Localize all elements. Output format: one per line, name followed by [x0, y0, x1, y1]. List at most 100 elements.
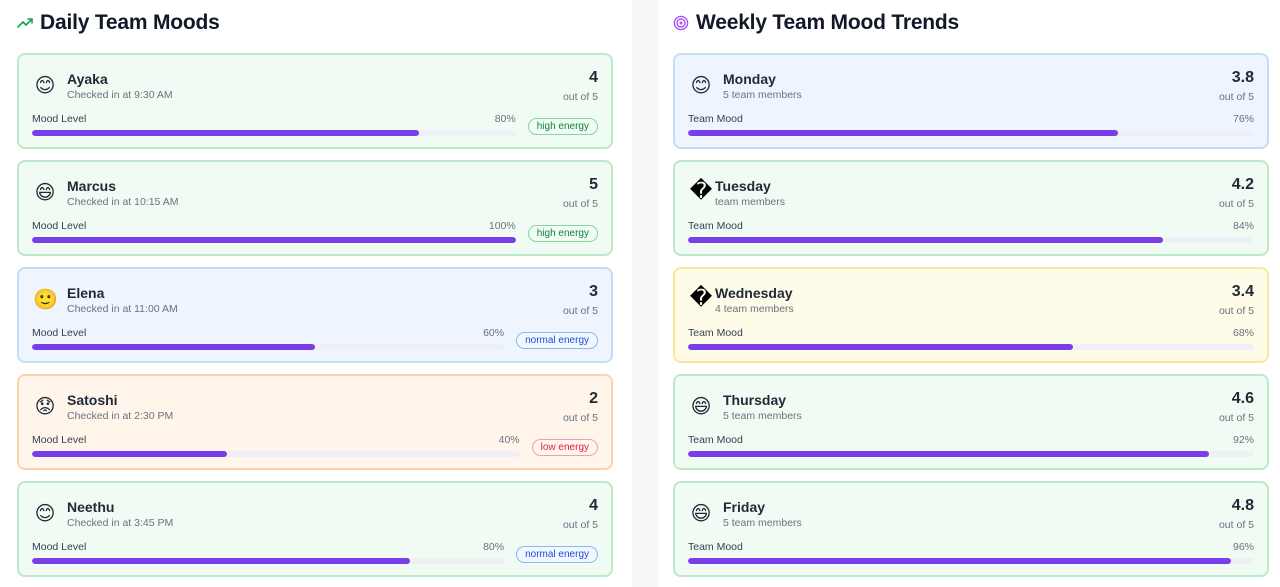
- team-mood-label: Team Mood: [688, 220, 743, 232]
- mood-level-label: Mood Level: [32, 113, 87, 125]
- score-scale: out of 5: [1218, 519, 1254, 531]
- member-mood-card[interactable]: 😊 Neethu Checked in at 3:45 PM 4 out of …: [17, 481, 613, 577]
- mood-emoji-icon: 😄: [34, 182, 56, 204]
- mood-emoji-icon: 😄: [690, 503, 712, 525]
- mood-progress-fill: [688, 130, 1119, 136]
- member-name: Ayaka: [67, 71, 108, 87]
- checkin-time: Checked in at 2:30 PM: [67, 410, 174, 422]
- team-mood-label: Team Mood: [688, 327, 743, 339]
- mood-progress-fill: [688, 344, 1073, 350]
- mood-score: 4: [589, 497, 598, 514]
- column-divider: [632, 0, 658, 587]
- mood-progress-fill: [32, 558, 410, 564]
- member-mood-card[interactable]: 🙂 Elena Checked in at 11:00 AM 3 out of …: [17, 267, 613, 363]
- day-name: Tuesday: [715, 178, 771, 194]
- mood-progress-fill: [688, 451, 1209, 457]
- mood-level-label: Mood Level: [32, 434, 87, 446]
- score-scale: out of 5: [562, 412, 598, 424]
- member-mood-card[interactable]: 😊 Ayaka Checked in at 9:30 AM 4 out of 5…: [17, 53, 613, 149]
- score-scale: out of 5: [562, 519, 598, 531]
- mood-progress-fill: [688, 237, 1164, 243]
- checkin-time: Checked in at 3:45 PM: [67, 517, 174, 529]
- mood-percent: 96%: [1232, 541, 1254, 553]
- mood-percent: 80%: [494, 113, 516, 125]
- weekly-trend-list: 😊 Monday 5 team members 3.8 out of 5 Tea…: [673, 53, 1269, 577]
- score-scale: out of 5: [562, 91, 598, 103]
- daily-moods-section: Daily Team Moods 😊 Ayaka Checked in at 9…: [17, 0, 613, 577]
- mood-score: 4: [589, 69, 598, 86]
- mood-score: 2: [589, 390, 598, 407]
- day-name: Thursday: [723, 392, 787, 408]
- team-mood-label: Team Mood: [688, 434, 743, 446]
- trending-up-icon: [17, 15, 33, 31]
- mood-progress-track: [688, 237, 1254, 243]
- team-mood-label: Team Mood: [688, 113, 743, 125]
- member-count: 4 team members: [715, 303, 794, 315]
- energy-badge: low energy: [531, 439, 598, 456]
- weekly-trends-section: Weekly Team Mood Trends 😊 Monday 5 team …: [673, 0, 1269, 577]
- energy-badge: normal energy: [516, 332, 598, 349]
- mood-progress-track: [688, 451, 1254, 457]
- mood-progress-track: [32, 130, 516, 136]
- weekly-trends-header: Weekly Team Mood Trends: [673, 0, 1269, 46]
- mood-score: 3.8: [1231, 69, 1254, 86]
- target-icon: [673, 15, 689, 31]
- day-mood-card[interactable]: � Wednesday 4 team members 3.4 out of 5 …: [673, 267, 1269, 363]
- member-name: Satoshi: [67, 392, 118, 408]
- mood-score: 4.2: [1231, 176, 1254, 193]
- daily-moods-header: Daily Team Moods: [17, 0, 613, 46]
- mood-percent: 68%: [1232, 327, 1254, 339]
- member-mood-card[interactable]: 😄 Marcus Checked in at 10:15 AM 5 out of…: [17, 160, 613, 256]
- mood-progress-track: [32, 558, 505, 564]
- member-count: 5 team members: [723, 89, 802, 101]
- mood-progress-track: [32, 451, 520, 457]
- mood-emoji-icon: 🙂: [33, 289, 58, 311]
- mood-emoji-icon: 😄: [690, 396, 712, 418]
- checkin-time: Checked in at 10:15 AM: [67, 196, 179, 208]
- mood-score: 4.8: [1231, 497, 1254, 514]
- mood-score: 4.6: [1231, 390, 1254, 407]
- mood-percent: 76%: [1232, 113, 1254, 125]
- member-count: team members: [715, 196, 786, 208]
- energy-badge: high energy: [527, 225, 598, 242]
- score-scale: out of 5: [1218, 198, 1254, 210]
- score-scale: out of 5: [562, 198, 598, 210]
- mood-percent: 80%: [483, 541, 505, 553]
- day-mood-card[interactable]: 😄 Thursday 5 team members 4.6 out of 5 T…: [673, 374, 1269, 470]
- score-scale: out of 5: [562, 305, 598, 317]
- mood-emoji-icon: 😊: [34, 503, 56, 525]
- day-mood-card[interactable]: � Tuesday team members 4.2 out of 5 Team…: [673, 160, 1269, 256]
- mood-progress-fill: [32, 130, 419, 136]
- mood-percent: 84%: [1232, 220, 1254, 232]
- member-count: 5 team members: [723, 517, 802, 529]
- mood-level-label: Mood Level: [32, 327, 87, 339]
- score-scale: out of 5: [1218, 305, 1254, 317]
- mood-progress-fill: [688, 558, 1232, 564]
- mood-percent: 92%: [1232, 434, 1254, 446]
- member-name: Neethu: [67, 499, 115, 515]
- member-mood-card[interactable]: 😟 Satoshi Checked in at 2:30 PM 2 out of…: [17, 374, 613, 470]
- mood-emoji-icon: 😊: [690, 75, 712, 97]
- mood-progress-fill: [32, 451, 228, 457]
- mood-progress-track: [688, 130, 1254, 136]
- energy-badge: normal energy: [516, 546, 598, 563]
- mood-progress-fill: [32, 237, 516, 243]
- mood-progress-track: [32, 344, 505, 350]
- mood-score: 3.4: [1231, 283, 1254, 300]
- mood-progress-track: [32, 237, 516, 243]
- mood-percent: 60%: [483, 327, 505, 339]
- day-mood-card[interactable]: 😄 Friday 5 team members 4.8 out of 5 Tea…: [673, 481, 1269, 577]
- daily-moods-title: Daily Team Moods: [40, 11, 220, 34]
- daily-mood-list: 😊 Ayaka Checked in at 9:30 AM 4 out of 5…: [17, 53, 613, 577]
- day-mood-card[interactable]: 😊 Monday 5 team members 3.8 out of 5 Tea…: [673, 53, 1269, 149]
- mood-level-label: Mood Level: [32, 541, 87, 553]
- score-scale: out of 5: [1218, 91, 1254, 103]
- mood-level-label: Mood Level: [32, 220, 87, 232]
- weekly-trends-title: Weekly Team Mood Trends: [696, 11, 960, 34]
- day-name: Monday: [723, 71, 776, 87]
- team-mood-label: Team Mood: [688, 541, 743, 553]
- day-name: Wednesday: [715, 285, 793, 301]
- member-count: 5 team members: [723, 410, 802, 422]
- mood-progress-fill: [32, 344, 316, 350]
